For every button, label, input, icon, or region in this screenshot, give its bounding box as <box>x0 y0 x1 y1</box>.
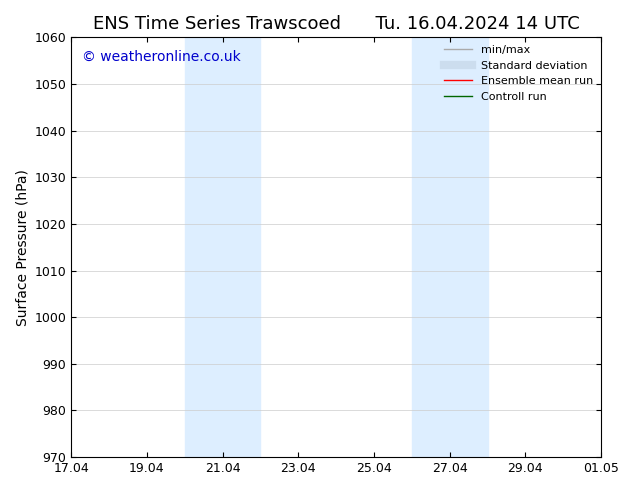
Title: ENS Time Series Trawscoed      Tu. 16.04.2024 14 UTC: ENS Time Series Trawscoed Tu. 16.04.2024… <box>93 15 579 33</box>
Y-axis label: Surface Pressure (hPa): Surface Pressure (hPa) <box>15 169 29 326</box>
Bar <box>412 37 488 457</box>
Bar <box>185 37 261 457</box>
Text: © weatheronline.co.uk: © weatheronline.co.uk <box>82 50 241 64</box>
Legend: min/max, Standard deviation, Ensemble mean run, Controll run: min/max, Standard deviation, Ensemble me… <box>440 41 598 106</box>
